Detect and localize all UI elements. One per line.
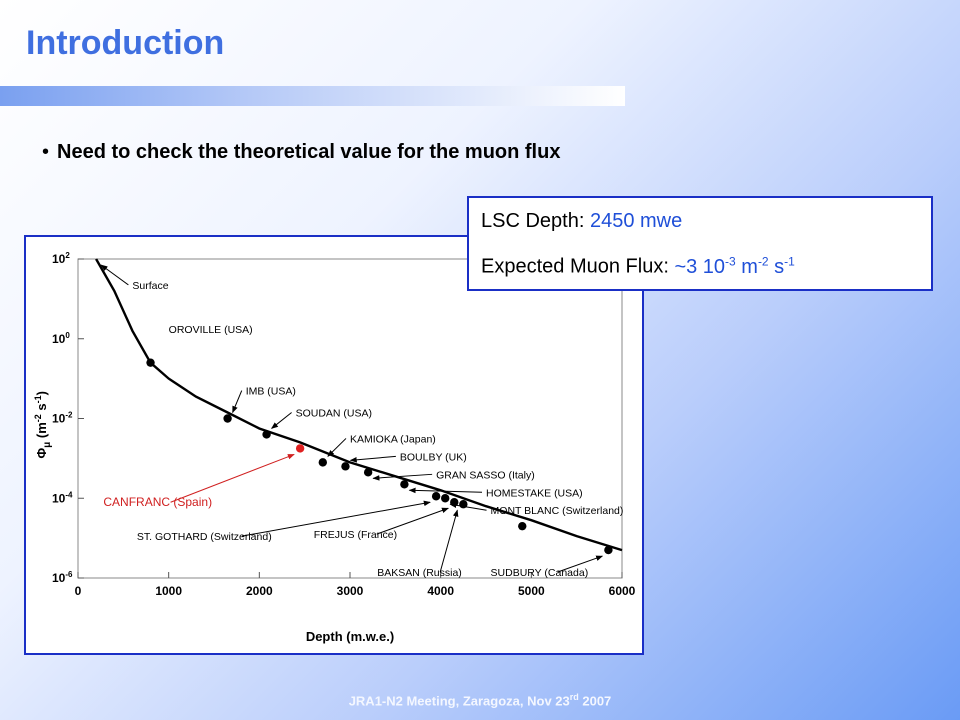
lab-label: BAKSAN (Russia) [377, 567, 462, 579]
lab-arrow [557, 555, 604, 573]
lab-label: FREJUS (France) [314, 529, 397, 541]
slide-footer: JRA1-N2 Meeting, Zaragoza, Nov 23rd 2007 [348, 692, 612, 709]
lab-data-point [341, 462, 350, 471]
lab-data-point [604, 545, 613, 555]
lab-arrow [170, 453, 295, 503]
y-tick-label: 10-6 [52, 570, 73, 585]
x-tick-label: 2000 [246, 584, 273, 598]
bullet-item: • Need to check the theoretical value for… [42, 141, 560, 164]
lab-data-point [318, 458, 327, 467]
lab-label: SOUDAN (USA) [296, 408, 372, 420]
x-tick-label: 0 [75, 584, 82, 598]
lab-data-point [441, 494, 450, 503]
muon-flux-plot: 0 1000 2000 3000 4000 5000 6000 102 100 10-2 10-4 1… [24, 235, 644, 655]
lab-arrow [271, 412, 292, 429]
lab-label: OROVILLE (USA) [169, 324, 253, 336]
x-tick-label: 4000 [427, 584, 454, 598]
y-tick-label: 102 [52, 251, 70, 266]
lab-arrow [439, 509, 459, 573]
lab-data-point [431, 492, 441, 501]
lab-arrow [349, 455, 396, 463]
lab-data-point [450, 498, 459, 507]
lab-label: MONT BLANC (Switzerland) [491, 505, 624, 517]
lab-label: Surface [132, 280, 168, 292]
lab-arrow [100, 264, 129, 286]
y-tick-label: 10-2 [52, 411, 73, 426]
expected-flux-label: Expected Muon Flux: [481, 255, 675, 278]
lab-label: GRAN SASSO (Italy) [436, 469, 535, 481]
muon-flux-chart-svg: 0 1000 2000 3000 4000 5000 6000 102 100 10-2 10-4 1… [33, 251, 636, 644]
lab-label: ST. GOTHARD (Switzerland) [137, 531, 272, 543]
lab-label: KAMIOKA (Japan) [350, 433, 436, 445]
lsc-depth-row: LSC Depth: 2450 mwe [481, 204, 931, 244]
lab-data-point [459, 500, 468, 509]
x-tick-label: 3000 [337, 584, 364, 598]
flux-curve-line [95, 258, 623, 552]
lab-label: HOMESTAKE (USA) [486, 487, 583, 499]
bullet-text: Need to check the theoretical value for … [57, 141, 561, 163]
y-tick-label: 10-4 [52, 490, 73, 505]
x-axis-label: Depth (m.w.e.) [306, 629, 394, 644]
lab-arrow [372, 473, 433, 481]
lab-data-point [400, 480, 409, 489]
lab-label: IMB (USA) [246, 386, 296, 398]
y-axis-label: Φμ (m-2 s-1) [33, 391, 53, 459]
x-tick-label: 1000 [155, 584, 182, 598]
lab-arrow [232, 390, 243, 414]
y-tick-label: 100 [52, 331, 70, 346]
lab-arrow [241, 500, 431, 537]
lab-data-point [223, 414, 232, 423]
lsc-depth-label: LSC Depth: [481, 210, 590, 232]
lab-data-point [363, 468, 373, 477]
lsc-info-box: LSC Depth: 2450 mwe Expected Muon Flux: … [467, 196, 933, 291]
lsc-depth-value: 2450 mwe [589, 210, 683, 232]
lab-label: CANFRANC (Spain) [103, 495, 212, 509]
expected-flux-value: ~3 10-3 m-2 s-1 [674, 254, 795, 278]
lab-label: BOULBY (UK) [400, 451, 467, 463]
lab-data-point [262, 430, 271, 439]
lab-arrow [408, 487, 483, 494]
lab-data-point [518, 521, 527, 531]
x-tick-label: 5000 [518, 584, 545, 598]
title-underline-bar [0, 86, 625, 106]
x-tick-label: 6000 [609, 584, 636, 598]
lab-arrow [376, 507, 449, 535]
bullet-dot: • [42, 141, 50, 163]
expected-flux-row: Expected Muon Flux: ~3 10-3 m-2 s-1 [481, 244, 931, 284]
lab-label: SUDBURY (Canada) [491, 567, 589, 579]
slide-title: Introduction [26, 24, 225, 62]
lab-arrow [327, 438, 347, 457]
lab-data-point [146, 358, 155, 367]
lab-data-point [295, 444, 305, 453]
